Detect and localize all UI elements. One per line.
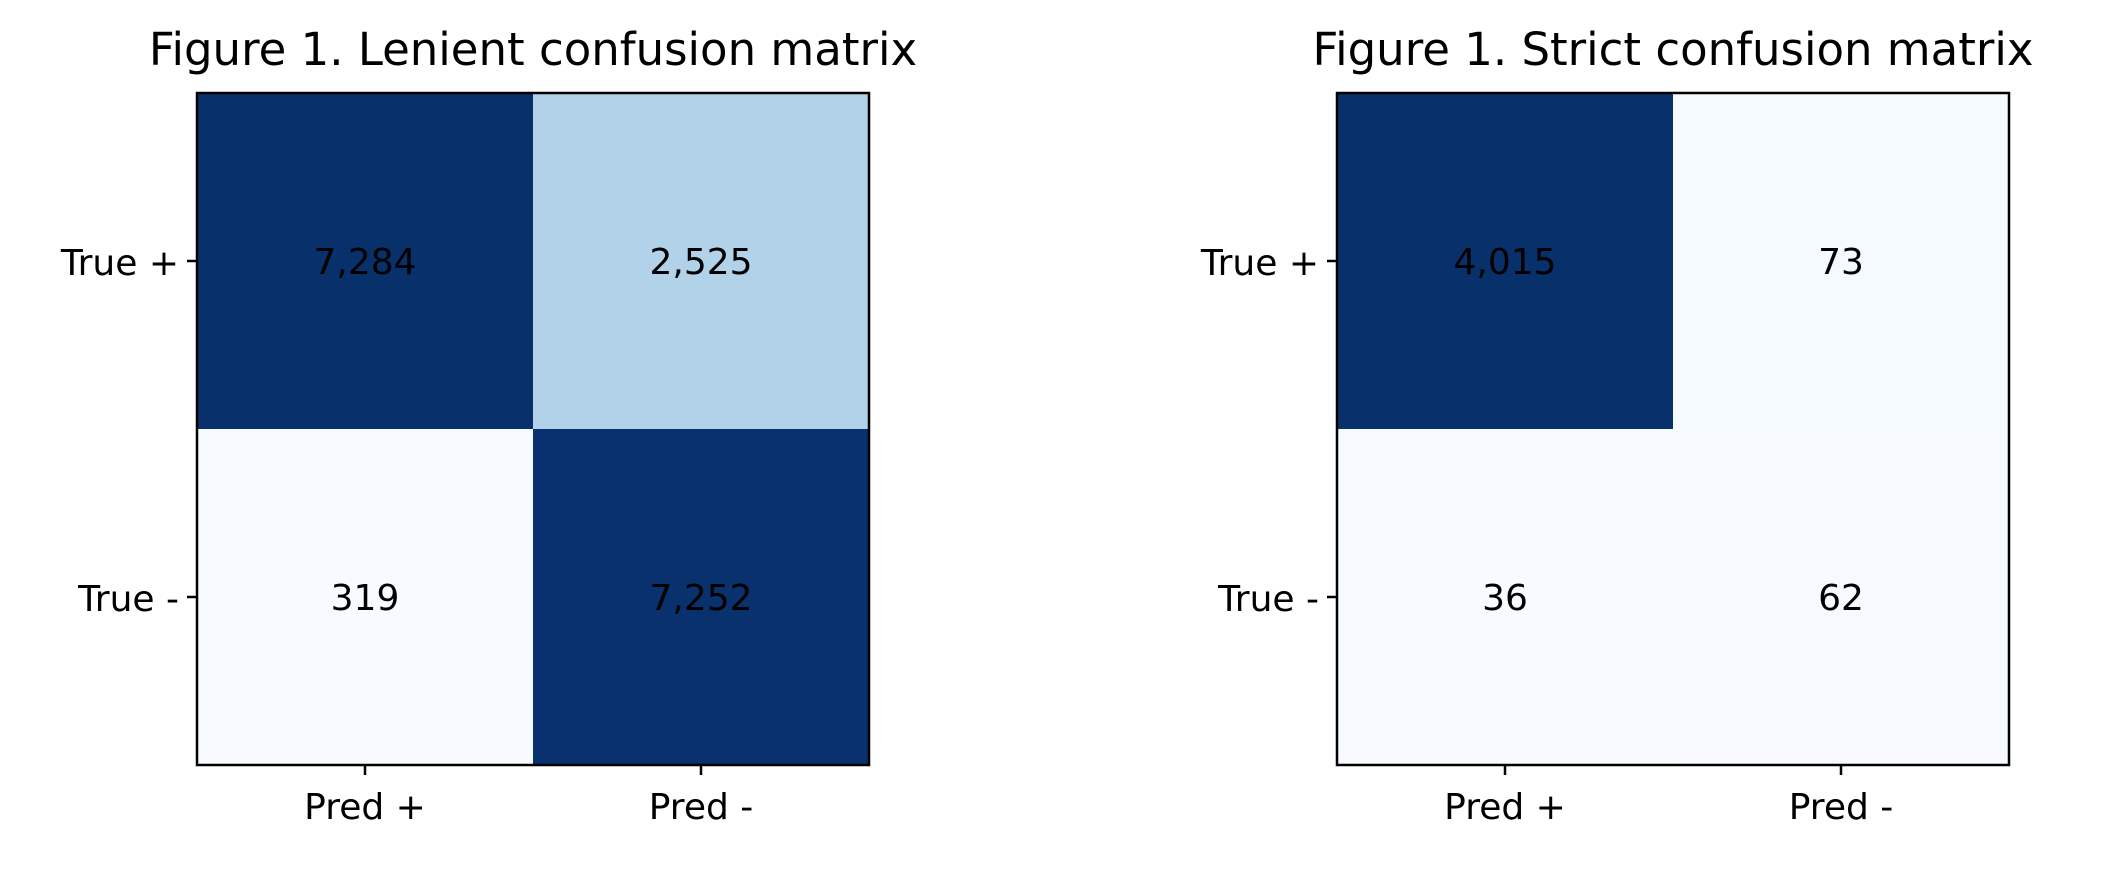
- x-tick-label: Pred -: [649, 787, 754, 828]
- cell-value-label: 7,284: [313, 242, 416, 283]
- chart-title: Figure 1. Strict confusion matrix: [1313, 23, 2034, 76]
- cell-value-label: 4,015: [1453, 242, 1556, 283]
- heatmap-cell: [1673, 429, 2009, 765]
- heatmap-cell: [1337, 429, 1673, 765]
- axes-frame: [195, 91, 871, 767]
- heatmap-cell: [533, 429, 869, 765]
- cell-value-label: 73: [1818, 242, 1864, 283]
- cell-value-label: 62: [1818, 578, 1864, 619]
- x-tick-label: Pred +: [304, 787, 426, 828]
- chart-title: Figure 1. Lenient confusion matrix: [149, 23, 917, 76]
- heatmap-cell: [533, 93, 869, 429]
- y-tick-label: True +: [60, 243, 179, 284]
- chart-panel-1: Figure 1. Lenient confusion matrix 7,284 2…: [60, 23, 917, 828]
- heatmap-cell: [1337, 93, 1673, 429]
- y-tick-label: True -: [77, 579, 179, 620]
- heatmap-cell: [197, 429, 533, 765]
- cell-value-label: 36: [1482, 578, 1528, 619]
- y-tick-label: True +: [1200, 243, 1319, 284]
- axes-frame: [1335, 91, 2011, 767]
- cell-value-label: 2,525: [649, 242, 752, 283]
- cell-value-label: 319: [331, 578, 400, 619]
- chart-panel-2: Figure 1. Strict confusion matrix 4,015 73…: [1200, 23, 2034, 828]
- x-tick-label: Pred -: [1789, 787, 1894, 828]
- cell-value-label: 7,252: [649, 578, 752, 619]
- y-tick-label: True -: [1217, 579, 1319, 620]
- x-tick-label: Pred +: [1444, 787, 1566, 828]
- heatmap-cell: [1673, 93, 2009, 429]
- heatmap-cell: [197, 93, 533, 429]
